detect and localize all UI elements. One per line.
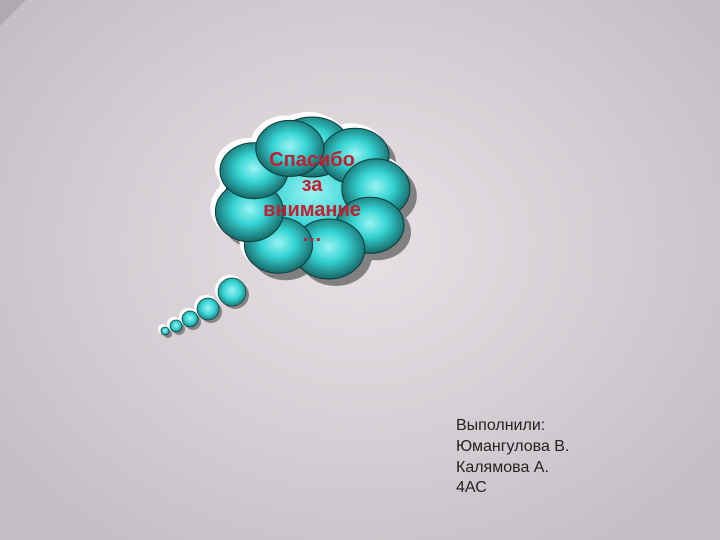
- credits-line-2: Юмангулова В.: [456, 437, 569, 458]
- corner-triangle: [0, 0, 26, 26]
- thought-cloud-shape: [182, 88, 442, 308]
- credits-line-3: Калямова А.: [456, 458, 569, 479]
- slide-stage: Спасибо за внимание … Выполнили: Юмангул…: [0, 0, 720, 540]
- thought-cloud: Спасибо за внимание …: [204, 110, 420, 286]
- credits-block: Выполнили: Юмангулова В. Калямова А. 4АС: [456, 416, 569, 499]
- credits-line-4: 4АС: [456, 478, 569, 499]
- credits-line-1: Выполнили:: [456, 416, 569, 437]
